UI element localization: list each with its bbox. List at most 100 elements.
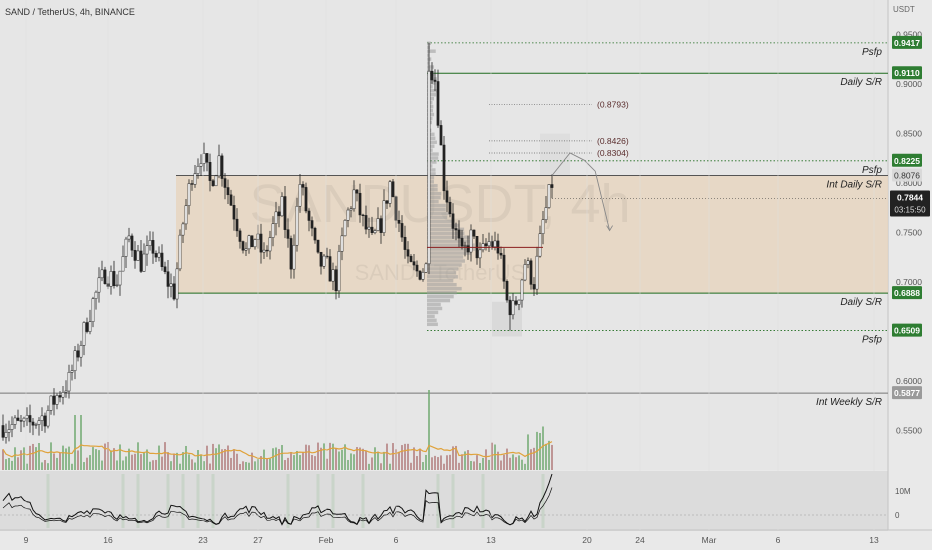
volume-bar xyxy=(293,455,295,470)
candle-body xyxy=(277,211,281,217)
volume-bar xyxy=(77,450,79,470)
candle-body xyxy=(169,283,173,287)
volume-bar xyxy=(494,444,496,470)
volume-bar xyxy=(365,450,367,470)
candle-body xyxy=(226,187,230,196)
volume-bar xyxy=(50,442,52,470)
volume-profile-bar xyxy=(427,271,457,275)
volume-bar xyxy=(23,447,25,470)
candle-body xyxy=(427,70,431,265)
volume-profile-bar xyxy=(427,172,436,176)
volume-bar xyxy=(437,457,439,470)
candle-body xyxy=(382,200,386,233)
volume-profile-bar xyxy=(427,306,443,311)
candle-body xyxy=(532,284,536,290)
volume-bar xyxy=(476,455,478,470)
candle-body xyxy=(91,298,95,322)
volume-bar xyxy=(512,454,514,470)
candle-body xyxy=(187,183,191,206)
candle-body xyxy=(52,395,56,405)
candle-body xyxy=(157,252,161,258)
volume-bar xyxy=(218,444,220,470)
volume-bar xyxy=(506,448,508,470)
target-label-0: (0.8793) xyxy=(597,100,629,110)
volume-bar xyxy=(80,415,82,470)
candle-body xyxy=(388,181,392,204)
candle-body xyxy=(298,184,302,207)
candle-body xyxy=(274,211,278,224)
volume-profile-bar xyxy=(427,314,435,319)
candle-body xyxy=(214,175,218,187)
volume-profile-bar xyxy=(427,223,460,228)
volume-bar xyxy=(422,462,424,470)
volume-bar xyxy=(86,457,88,470)
volume-bar xyxy=(74,415,76,470)
volume-bar xyxy=(542,426,544,470)
volume-bar xyxy=(140,454,142,470)
price-tick-label: 0.9000 xyxy=(896,79,922,89)
time-tick-label: 27 xyxy=(253,535,263,545)
volume-bar xyxy=(503,454,505,470)
volume-bar xyxy=(488,459,490,470)
time-tick-label: 23 xyxy=(198,535,208,545)
candle-body xyxy=(529,260,533,285)
candle-body xyxy=(217,155,221,177)
volume-profile-bar xyxy=(427,235,471,239)
candle-body xyxy=(166,271,170,287)
volume-bar xyxy=(338,451,340,470)
candle-body xyxy=(229,194,233,206)
level-label-3: Int Daily S/R xyxy=(826,180,882,191)
level-label-0: Psfp xyxy=(862,47,882,58)
candle-body xyxy=(115,284,119,287)
candle-body xyxy=(37,420,41,425)
candle-body xyxy=(211,180,215,187)
candle-body xyxy=(391,181,395,197)
candle-body xyxy=(349,208,353,211)
volume-bar xyxy=(518,455,520,470)
volume-bar xyxy=(95,449,97,470)
candle-body xyxy=(364,215,368,230)
volume-bar xyxy=(332,443,334,470)
volume-bar xyxy=(200,454,202,470)
candle-body xyxy=(526,260,530,265)
volume-profile-bar xyxy=(427,267,459,271)
volume-profile-bar xyxy=(427,255,464,259)
symbol-title: SAND / TetherUS, 4h, BINANCE xyxy=(5,7,135,17)
volume-bar xyxy=(122,460,124,470)
oscillator-line-secondary xyxy=(2,487,553,526)
volume-bar xyxy=(305,444,307,470)
candle-body xyxy=(322,255,326,267)
candle-body xyxy=(127,235,131,240)
projection-arrow xyxy=(606,225,613,232)
volume-profile-bar xyxy=(427,184,438,188)
volume-bar xyxy=(260,456,262,470)
volume-bar xyxy=(221,449,223,470)
volume-profile-bar xyxy=(427,239,473,243)
candle-body xyxy=(16,417,20,421)
volume-bar xyxy=(146,449,148,470)
volume-bar xyxy=(362,448,364,470)
volume-bar xyxy=(14,447,16,470)
candle-body xyxy=(472,229,476,237)
volume-bar xyxy=(431,457,433,470)
time-tick-label: 13 xyxy=(869,535,879,545)
candle-body xyxy=(493,240,497,248)
target-label-2: (0.8304) xyxy=(597,148,629,158)
level-label-4: Daily S/R xyxy=(840,297,882,308)
volume-profile-bar xyxy=(427,294,454,299)
candle-body xyxy=(487,241,491,247)
price-tick-label: 0.5500 xyxy=(896,425,922,435)
volume-bar xyxy=(59,452,61,470)
volume-bar xyxy=(20,450,22,470)
candle-body xyxy=(376,218,380,231)
candle-body xyxy=(367,226,371,230)
volume-bar xyxy=(104,443,106,470)
time-tick-label: Mar xyxy=(702,535,717,545)
candle-body xyxy=(379,218,383,233)
volume-profile-bar xyxy=(427,302,441,307)
candle-body xyxy=(502,254,506,282)
candle-body xyxy=(385,200,389,204)
candle-body xyxy=(43,415,47,427)
volume-bar xyxy=(425,454,427,470)
low-highlight-box xyxy=(492,301,522,337)
